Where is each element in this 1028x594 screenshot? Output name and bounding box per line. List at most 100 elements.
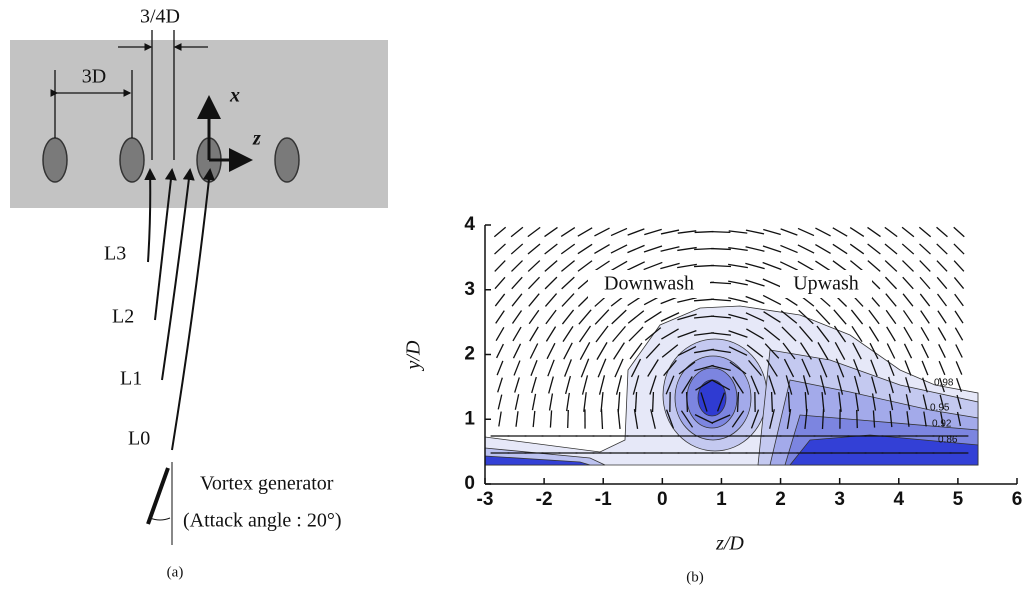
vector bbox=[763, 327, 781, 341]
vector bbox=[577, 227, 593, 237]
x-tick-label: 2 bbox=[775, 489, 786, 510]
vector bbox=[711, 379, 731, 391]
vector bbox=[548, 393, 554, 411]
annotation: Vortex generator bbox=[200, 473, 334, 495]
vector bbox=[849, 227, 865, 237]
vector bbox=[494, 293, 506, 307]
vector bbox=[867, 260, 881, 272]
vector bbox=[511, 310, 523, 324]
x-tick-label: 4 bbox=[893, 489, 904, 510]
vector bbox=[495, 310, 505, 324]
vector bbox=[632, 375, 640, 395]
vector bbox=[729, 361, 747, 375]
vector bbox=[802, 375, 810, 395]
plate bbox=[10, 40, 388, 208]
vector bbox=[577, 260, 593, 272]
vector bbox=[498, 411, 502, 427]
vector bbox=[660, 262, 680, 270]
vector bbox=[610, 260, 628, 272]
vector bbox=[681, 376, 693, 394]
vector bbox=[630, 358, 642, 378]
vector bbox=[745, 295, 765, 305]
vector bbox=[746, 344, 764, 358]
vector bbox=[953, 260, 965, 272]
vector bbox=[745, 246, 765, 252]
vector bbox=[561, 276, 575, 290]
vector bbox=[510, 226, 524, 238]
line-label: L3 bbox=[104, 243, 126, 265]
vector bbox=[663, 359, 677, 377]
vector bbox=[711, 365, 731, 371]
vector bbox=[494, 276, 506, 290]
line-label: L2 bbox=[112, 306, 134, 328]
vector bbox=[510, 243, 524, 255]
vector bbox=[527, 243, 541, 255]
vector bbox=[919, 260, 931, 272]
vector bbox=[799, 325, 813, 343]
vector bbox=[855, 392, 859, 412]
lines bbox=[144, 168, 215, 545]
annotation: (Attack angle : 20°) bbox=[183, 510, 342, 532]
vector bbox=[728, 297, 748, 303]
vector bbox=[921, 343, 929, 359]
vector bbox=[711, 414, 731, 424]
vector bbox=[511, 276, 523, 290]
contour-label: 0.95 bbox=[930, 403, 950, 414]
x-tick-label: -3 bbox=[477, 489, 494, 510]
vector bbox=[530, 359, 538, 377]
vector bbox=[633, 409, 639, 429]
vector bbox=[512, 326, 522, 342]
vector bbox=[923, 411, 927, 427]
vector bbox=[938, 343, 946, 359]
vector bbox=[884, 243, 898, 255]
vector bbox=[644, 311, 662, 323]
x-tick-label: 6 bbox=[1012, 489, 1023, 510]
vector bbox=[531, 393, 537, 411]
vector bbox=[750, 409, 760, 429]
vector bbox=[955, 361, 963, 375]
vector bbox=[905, 377, 911, 393]
vector bbox=[902, 276, 914, 290]
vector bbox=[544, 226, 558, 238]
vector bbox=[562, 325, 574, 343]
vector bbox=[611, 309, 627, 325]
vector bbox=[834, 342, 846, 360]
vector bbox=[677, 230, 697, 234]
y-tick-label: 3 bbox=[464, 279, 475, 300]
vector bbox=[578, 309, 592, 325]
vector bbox=[677, 246, 697, 252]
vector bbox=[710, 281, 732, 285]
vector bbox=[920, 326, 930, 342]
vector bbox=[615, 375, 623, 395]
vector bbox=[643, 261, 663, 271]
vector bbox=[677, 263, 697, 269]
vector bbox=[867, 243, 881, 255]
vector bbox=[783, 358, 795, 378]
vector bbox=[614, 358, 624, 378]
vector bbox=[594, 309, 610, 325]
vector bbox=[870, 359, 878, 377]
caption: (a) bbox=[167, 564, 184, 580]
dim-label: 3D bbox=[82, 66, 106, 88]
vector bbox=[953, 277, 965, 289]
vector bbox=[581, 375, 589, 395]
vector bbox=[787, 391, 791, 413]
vector bbox=[497, 377, 503, 393]
vector bbox=[496, 343, 504, 359]
vector bbox=[832, 227, 848, 237]
vector bbox=[710, 264, 732, 268]
vector bbox=[694, 414, 714, 424]
vector bbox=[627, 228, 645, 236]
vector bbox=[577, 243, 593, 255]
vector bbox=[580, 358, 590, 378]
vector bbox=[547, 359, 555, 377]
vector bbox=[869, 342, 879, 360]
vector bbox=[680, 410, 694, 428]
vector bbox=[781, 326, 797, 342]
vector bbox=[647, 359, 659, 377]
vector bbox=[579, 342, 591, 360]
vector bbox=[819, 375, 827, 395]
vector bbox=[710, 298, 732, 302]
vector bbox=[804, 408, 808, 430]
vector bbox=[770, 391, 774, 413]
